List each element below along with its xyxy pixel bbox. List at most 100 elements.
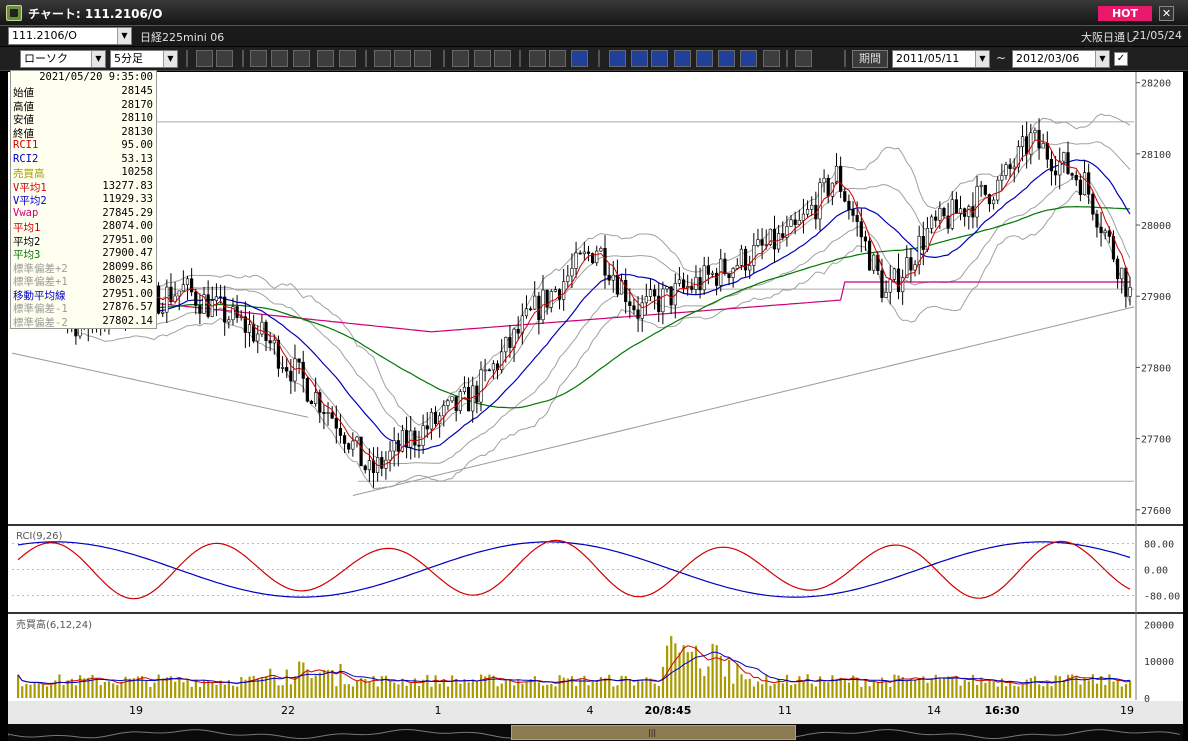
candlestick <box>429 412 433 430</box>
toolbar-wrench-button[interactable] <box>529 50 546 67</box>
toolbar-wma-button[interactable] <box>571 50 588 67</box>
volume-bar <box>798 676 801 698</box>
volume-bar <box>95 678 98 698</box>
volume-bar <box>628 678 632 698</box>
volume-bar <box>624 676 627 698</box>
toolbar-mae-button[interactable] <box>651 50 668 67</box>
candlestick <box>801 213 806 221</box>
candlestick <box>1008 164 1012 169</box>
chart-type-select[interactable]: ローソク ▼ <box>20 50 106 68</box>
toolbar-ma-button[interactable] <box>609 50 626 67</box>
info-row: 平均3 27900.47 <box>11 247 156 261</box>
toolbar-line-button[interactable] <box>414 50 431 67</box>
volume-bar <box>203 680 206 698</box>
toolbar-drag-button[interactable] <box>494 50 511 67</box>
toolbar-separator <box>786 50 788 67</box>
volume-bar <box>1104 684 1107 698</box>
candlestick <box>252 324 256 342</box>
toolbar-arrow-up-button[interactable] <box>374 50 391 67</box>
toolbar-para-button[interactable] <box>718 50 735 67</box>
toolbar-fork-button[interactable] <box>271 50 288 67</box>
info-row: V平均1 13277.83 <box>11 180 156 194</box>
toolbar-table-button[interactable] <box>317 50 334 67</box>
rci-line-1 <box>17 539 1131 600</box>
toolbar-atr-button[interactable] <box>696 50 713 67</box>
candlestick <box>624 279 628 303</box>
period-label: 期間 <box>852 50 888 68</box>
volume-bar <box>885 680 888 698</box>
toolbar-grid-button[interactable] <box>795 50 812 67</box>
volume-bar <box>984 682 987 698</box>
info-row: 標準偏差-2 27802.14 <box>11 315 156 329</box>
calendar-icon[interactable]: ▼ <box>1095 51 1109 67</box>
toolbar-separator <box>365 50 367 67</box>
candlestick <box>1095 213 1099 228</box>
candlestick <box>599 248 603 252</box>
candlestick <box>227 319 231 323</box>
volume-bar <box>959 685 962 698</box>
toolbar-bar-button[interactable] <box>250 50 267 67</box>
info-row: 標準偏差+2 28099.86 <box>11 261 156 275</box>
candlestick <box>553 289 557 292</box>
volume-bar <box>99 685 102 698</box>
end-date-picker[interactable]: 2012/03/06 ▼ <box>1012 50 1110 68</box>
time-axis-label: 4 <box>587 704 594 717</box>
toolbar-pin-button[interactable] <box>452 50 469 67</box>
toolbar-pencil-button[interactable] <box>394 50 411 67</box>
close-button[interactable]: ✕ <box>1159 6 1174 21</box>
toolbar-pvt-button[interactable] <box>740 50 757 67</box>
toolbar-log-button[interactable] <box>763 50 780 67</box>
start-date-picker[interactable]: 2011/05/11 ▼ <box>892 50 990 68</box>
hot-button[interactable]: HOT <box>1098 6 1152 21</box>
candlestick <box>495 363 500 370</box>
candlestick <box>673 283 677 306</box>
toolbar-zoom-button[interactable] <box>216 50 233 67</box>
volume-bar <box>405 685 408 698</box>
symbol-code-select[interactable]: 111.2106/O ▼ <box>8 27 132 45</box>
candlestick <box>892 268 896 280</box>
volume-bar <box>980 677 983 698</box>
volume-bar <box>186 680 189 698</box>
toolbar-all-button[interactable] <box>474 50 491 67</box>
scrollbar-thumb[interactable]: ||| <box>511 725 796 740</box>
toolbar-candle-button[interactable] <box>293 50 310 67</box>
volume-bar <box>942 677 946 698</box>
chevron-down-icon[interactable]: ▼ <box>91 51 105 67</box>
chevron-down-icon[interactable]: ▼ <box>163 51 177 67</box>
volume-bar <box>686 652 689 698</box>
volume-bar <box>389 681 392 698</box>
calendar-icon[interactable]: ▼ <box>975 51 989 67</box>
candlestick <box>867 240 872 271</box>
candlestick-chart[interactable]: 28200 28100 28000 27900 27800 27700 27600 RCI(9… <box>8 72 1183 724</box>
volume-bar <box>1042 686 1045 698</box>
volume-bar <box>599 676 603 698</box>
candlestick <box>834 165 839 184</box>
chart-area[interactable]: 28200 28100 28000 27900 27800 27700 27600 RCI(9… <box>8 72 1183 724</box>
volume-bar <box>947 676 950 698</box>
candlestick <box>872 254 876 271</box>
volume-bar <box>37 682 40 698</box>
interval-select[interactable]: 5分足 ▼ <box>110 50 178 68</box>
chart-scrollbar[interactable]: ||| <box>8 724 1183 741</box>
candlestick <box>789 219 793 227</box>
info-row-value: 13277.83 <box>102 179 153 192</box>
toolbar-cursor-button[interactable] <box>339 50 356 67</box>
candlestick <box>330 412 334 419</box>
volume-bar <box>128 678 131 698</box>
volume-bar <box>1075 675 1078 698</box>
volume-bar <box>409 683 412 698</box>
info-row: RCI2 53.13 <box>11 153 156 167</box>
toolbar-bb-button[interactable] <box>631 50 648 67</box>
toolbar-search-button[interactable] <box>196 50 213 67</box>
candlestick <box>280 367 285 369</box>
volume-bar <box>492 675 495 698</box>
apply-period-checkbox[interactable]: ✓ <box>1114 52 1128 66</box>
session-label: 大阪日通し <box>1081 31 1136 44</box>
volume-bar <box>141 675 144 698</box>
toolbar-hl-button[interactable] <box>674 50 691 67</box>
toolbar-palette-button[interactable] <box>549 50 566 67</box>
chevron-down-icon[interactable]: ▼ <box>117 28 131 44</box>
volume-bar <box>525 681 528 698</box>
volume-bar <box>769 685 772 698</box>
candlestick <box>1078 179 1082 195</box>
